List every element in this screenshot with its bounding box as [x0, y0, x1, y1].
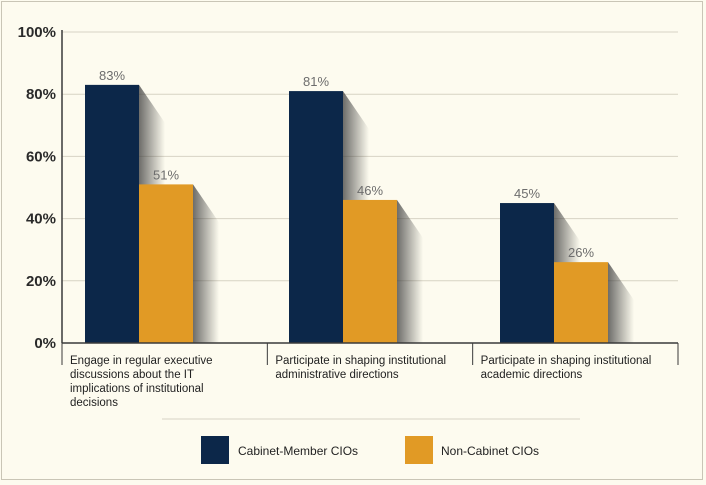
bar [343, 199, 397, 343]
category-label: decisions [70, 397, 118, 409]
bar [85, 84, 139, 344]
category-label: administrative directions [275, 369, 399, 381]
bar-shadow [397, 199, 423, 343]
legend-label: Non-Cabinet CIOs [441, 444, 539, 458]
bar [554, 262, 608, 343]
y-tick-label: 100% [18, 24, 56, 41]
bar [500, 203, 554, 343]
legend-swatch [405, 436, 433, 464]
data-label: 83% [99, 68, 125, 83]
category-label: Engage in regular executive [70, 355, 213, 367]
legend: Cabinet-Member CIOs Non-Cabinet CIOs [162, 418, 580, 464]
y-tick-label: 20% [26, 273, 56, 290]
y-tick-label: 40% [26, 211, 56, 228]
bars [85, 84, 608, 344]
y-tick-label: 0% [34, 335, 56, 352]
bar-shadow [193, 184, 219, 343]
labels: 0% 20% 40% 60% 80% 100% 83% 51% Engage in regula… [18, 24, 652, 409]
axes [61, 30, 679, 365]
category-label: Participate in shaping institutional [481, 355, 652, 367]
y-tick-label: 60% [26, 148, 56, 165]
data-label: 45% [514, 186, 540, 201]
legend-swatch [201, 436, 229, 464]
data-label: 81% [303, 74, 329, 89]
category-label: implications of institutional [70, 383, 204, 395]
bar [289, 91, 343, 343]
category-label: discussions about the IT [70, 369, 194, 381]
bar-shadow [608, 262, 634, 343]
data-label: 46% [357, 183, 383, 198]
y-tick-label: 80% [26, 86, 56, 103]
legend-label: Cabinet-Member CIOs [238, 444, 358, 458]
data-label: 51% [153, 167, 179, 182]
category-label: Participate in shaping institutional [275, 355, 446, 367]
bar [139, 184, 193, 343]
category-label: academic directions [481, 369, 583, 381]
data-label: 26% [568, 245, 594, 260]
